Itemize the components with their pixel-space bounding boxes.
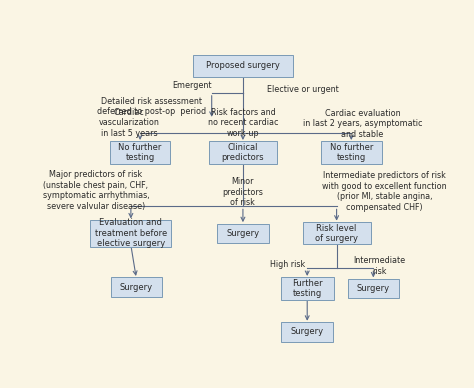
FancyBboxPatch shape <box>321 141 382 164</box>
Text: No further
testing: No further testing <box>118 143 162 162</box>
Text: Detailed risk assessment
deferred to post-op  period: Detailed risk assessment deferred to pos… <box>97 97 206 116</box>
Text: Surgery: Surgery <box>357 284 390 293</box>
FancyBboxPatch shape <box>217 223 269 243</box>
Text: Evaluation and
treatment before
elective surgery: Evaluation and treatment before elective… <box>95 218 167 248</box>
FancyBboxPatch shape <box>282 322 333 341</box>
FancyBboxPatch shape <box>91 220 171 247</box>
Text: Cardiac evaluation
in last 2 years, asymptomatic
and stable: Cardiac evaluation in last 2 years, asym… <box>302 109 422 139</box>
Text: High risk: High risk <box>270 260 305 268</box>
Text: Major predictors of risk
(unstable chest pain, CHF,
symptomatic arrhythmias,
sev: Major predictors of risk (unstable chest… <box>43 170 149 211</box>
Text: No further
testing: No further testing <box>329 143 373 162</box>
Text: Risk factors and
no recent cardiac
work-up: Risk factors and no recent cardiac work-… <box>208 108 278 138</box>
FancyBboxPatch shape <box>281 277 334 300</box>
Text: Intermediate
risk: Intermediate risk <box>353 256 405 276</box>
Text: Surgery: Surgery <box>291 327 324 336</box>
FancyBboxPatch shape <box>110 141 170 164</box>
FancyBboxPatch shape <box>110 277 162 297</box>
Text: Intermediate predictors of risk
with good to excellent function
(prior MI, stabl: Intermediate predictors of risk with goo… <box>322 171 447 211</box>
Text: Cardiac
vascularization
in last 5 years: Cardiac vascularization in last 5 years <box>99 108 159 138</box>
FancyBboxPatch shape <box>193 55 292 77</box>
FancyBboxPatch shape <box>209 141 277 164</box>
Text: Minor
predictors
of risk: Minor predictors of risk <box>222 177 264 207</box>
Text: Risk level
of surgery: Risk level of surgery <box>315 223 358 243</box>
Text: Emergent: Emergent <box>172 81 212 90</box>
Text: Surgery: Surgery <box>227 229 259 238</box>
FancyBboxPatch shape <box>302 222 371 244</box>
Text: Clinical
predictors: Clinical predictors <box>222 143 264 162</box>
Text: Surgery: Surgery <box>120 282 153 291</box>
Text: Elective or urgent: Elective or urgent <box>267 85 338 94</box>
Text: Proposed surgery: Proposed surgery <box>206 61 280 71</box>
FancyBboxPatch shape <box>347 279 399 298</box>
Text: Further
testing: Further testing <box>292 279 322 298</box>
